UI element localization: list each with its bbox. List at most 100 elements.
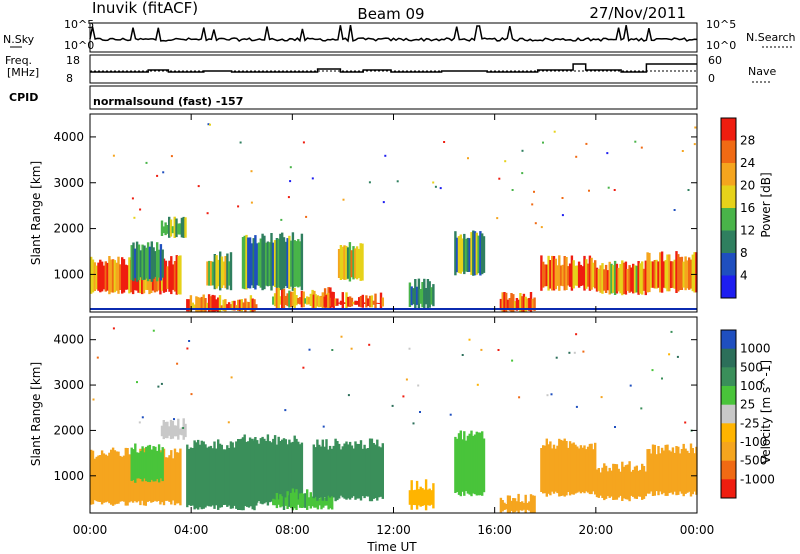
echo-point [131,197,134,200]
echo-cell [298,297,302,305]
echo-cell [577,448,581,492]
echo-cell [293,492,296,509]
freq-tick-top: 18 [66,54,80,67]
echo-cell [113,450,117,505]
echo-cell [224,256,227,289]
echo-cell [599,472,602,496]
echo-cell [675,446,678,496]
echo-cell [229,441,233,509]
echo-cell [157,444,161,483]
echo-cell [325,498,329,506]
echo-cell [126,448,129,506]
echo-cell [619,264,622,294]
freq-label-1: Freq. [5,54,32,67]
colorbar-tick-label: 8 [740,246,748,260]
colorbar-tick-label: 20 [740,179,755,193]
echo-cell [215,255,218,289]
echo-point [640,407,643,410]
echo-cell [175,452,178,504]
echo-cell [286,238,289,288]
echo-cell [330,296,334,308]
echo-cell [293,435,296,505]
echo-cell [257,242,261,286]
echo-cell [338,443,341,499]
echo-cell [354,248,357,279]
echo-cell [291,488,295,511]
echo-point [239,141,242,144]
echo-cell [648,252,651,293]
echo-cell [595,469,599,498]
echo-cell [695,446,698,495]
echo-point [588,189,590,192]
echo-cell [642,466,646,499]
echo-cell [286,293,289,307]
echo-cell [419,486,422,507]
echo-cell [345,292,348,309]
echo-cell [150,241,153,282]
echo-cell [635,265,638,293]
nsky-tick-bottom: 10^0 [64,39,94,52]
echo-cell [376,302,379,304]
echo-cell [664,260,667,289]
echo-cell [312,444,315,499]
echo-cell [621,260,624,296]
echo-cell [359,296,363,308]
echo-point [417,384,420,387]
echo-point [209,123,211,126]
echo-point [449,413,452,416]
echo-cell [314,447,317,497]
echo-cell [601,467,604,498]
echo-cell [358,297,361,307]
echo-cell [660,447,664,495]
echo-cell [233,447,236,506]
echo-cell [100,261,104,292]
echo-cell [311,496,314,507]
colorbar-swatch [721,460,736,480]
echo-cell [215,299,218,312]
echo-cell [282,288,286,309]
colorbar-swatch [721,208,736,231]
echo-cell [275,444,279,501]
x-tick-label: 00:00 [680,523,715,537]
echo-point [133,216,136,219]
echo-cell [182,418,185,440]
echo-cell [512,498,515,513]
date-title: 27/Nov/2011 [589,4,686,22]
echo-cell [316,297,319,307]
echo-point [342,198,345,201]
echo-cell [559,265,563,286]
echo-cell [304,298,307,304]
echo-cell [637,470,640,497]
echo-cell [457,236,461,273]
echo-cell [237,439,240,510]
echo-cell [137,244,141,281]
colorbar-swatch [721,140,736,164]
echo-point [186,347,189,350]
echo-cell [347,444,350,499]
echo-cell [222,261,225,286]
echo-cell [542,261,545,288]
echo-cell [180,427,184,436]
echo-cell [302,493,305,508]
echo-cell [653,444,656,496]
echo-cell [157,249,161,278]
echo-cell [226,253,229,290]
nsky-strip: N.Sky 10^5 10^0 10^5 10^0 N.Search [3,18,796,53]
colorbar-tick-label: 500 [740,360,763,374]
echo-cell [321,292,324,310]
echo-cell [295,438,298,504]
echo-cell [345,441,348,500]
echo-cell [145,446,148,482]
echo-cell [689,443,693,497]
echo-cell [186,444,189,508]
colorbar-tick-label: 1000 [740,342,771,356]
echo-cell [171,458,175,501]
echo-point [573,351,576,354]
echo-cell [572,260,575,289]
echo-point [613,189,616,191]
colorbar-swatch [721,253,736,276]
echo-cell [583,445,586,494]
echo-point [634,140,637,143]
colorbar-swatch [721,404,736,424]
echo-cell [693,252,696,293]
